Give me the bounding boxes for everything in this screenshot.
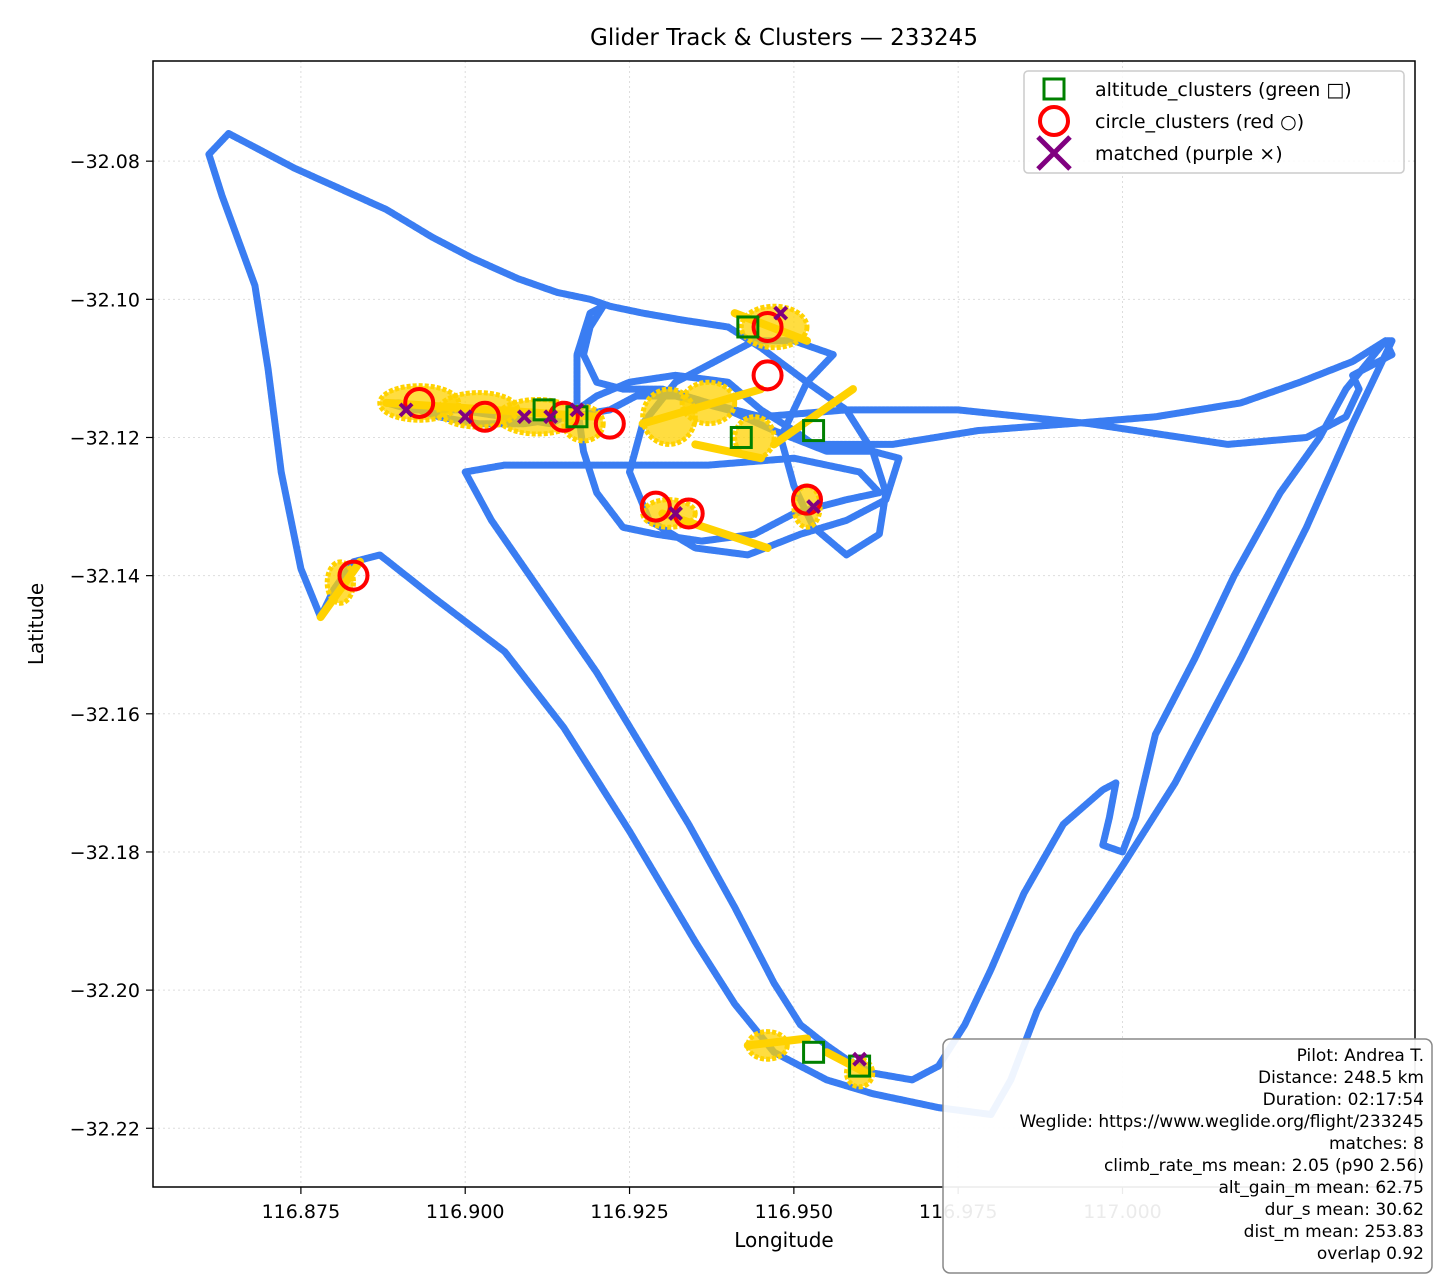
legend-label-matched: matched (purple ×) — [1095, 143, 1283, 165]
matched-marker — [457, 409, 473, 425]
info-box: Pilot: Andrea T. Distance: 248.5 km Dura… — [942, 1038, 1433, 1274]
y-tick-label: −32.08 — [70, 151, 140, 173]
y-tick-label: −32.22 — [70, 1118, 140, 1140]
x-tick-label: 116.950 — [755, 1201, 834, 1223]
legend-label-circle-clusters: circle_clusters (red ○) — [1095, 111, 1304, 133]
altitude-cluster-marker — [532, 398, 556, 422]
matched-marker-stroke — [398, 402, 414, 418]
matched-marker — [516, 409, 532, 425]
matched-marker — [852, 1051, 868, 1067]
x-axis-title: Longitude — [734, 1228, 833, 1252]
info-alt-gain: alt_gain_m mean: 62.75 — [1219, 1178, 1425, 1198]
info-pilot: Pilot: Andrea T. — [1297, 1046, 1424, 1066]
altitude-cluster-marker — [802, 419, 826, 443]
legend-circle-icon — [1038, 105, 1070, 137]
matched-marker-stroke — [773, 305, 789, 321]
matched-marker-stroke — [668, 506, 683, 521]
chart-title: Glider Track & Clusters — 233245 — [590, 25, 978, 51]
matched-marker — [543, 409, 559, 425]
altitude-cluster-marker — [729, 425, 753, 449]
circle-cluster-marker — [751, 359, 784, 392]
matched-marker-stroke — [852, 1051, 868, 1067]
altitude-cluster-marker — [736, 315, 760, 339]
y-tick-label: −32.10 — [70, 289, 140, 311]
plot-frame — [152, 60, 1416, 1188]
info-distance-mean: dist_m mean: 253.83 — [1244, 1222, 1424, 1242]
legend-label-altitude-clusters: altitude_clusters (green □) — [1095, 79, 1352, 101]
y-tick-label: −32.14 — [70, 566, 140, 588]
matched-marker — [773, 305, 789, 321]
y-tick-label: −32.12 — [70, 427, 140, 449]
circle-cluster-marker — [791, 483, 824, 516]
circle-cluster-marker — [639, 490, 672, 523]
info-duration: Duration: 02:17:54 — [1263, 1090, 1424, 1110]
x-tick-label: 116.875 — [262, 1201, 341, 1223]
circle-cluster-marker — [468, 400, 501, 433]
matched-marker-stroke — [543, 409, 559, 425]
matched-marker — [398, 402, 414, 418]
info-climb-rate: climb_rate_ms mean: 2.05 (p90 2.56) — [1104, 1156, 1424, 1176]
climb-cluster-blob — [732, 414, 777, 461]
legend-square-icon — [1042, 77, 1066, 101]
climb-cluster-blob — [745, 1029, 790, 1062]
legend-frame — [1023, 70, 1405, 174]
altitude-cluster-marker — [848, 1054, 872, 1078]
x-tick-label: 116.900 — [426, 1201, 505, 1223]
matched-marker-stroke — [569, 402, 585, 418]
circle-cluster-marker — [337, 559, 370, 592]
y-tick-label: −32.18 — [70, 842, 140, 864]
matched-marker-stroke — [516, 409, 532, 425]
climb-cluster-blob — [679, 379, 738, 427]
y-axis-title: Latitude — [24, 583, 48, 665]
info-weglide: Weglide: https://www.weglide.org/flight/… — [1019, 1112, 1424, 1132]
flight-track-line — [205, 130, 1396, 1118]
matched-marker — [569, 402, 585, 418]
circle-cluster-marker — [751, 310, 784, 343]
legend-x-icon — [1036, 135, 1072, 171]
matched-marker — [668, 506, 683, 521]
plot-area — [153, 61, 1415, 1187]
matched-marker-stroke — [457, 409, 473, 425]
ticks: 116.875116.900116.925116.950116.975117.0… — [70, 151, 1162, 1223]
altitude-cluster-marker — [802, 1040, 826, 1064]
matched-marker — [806, 499, 821, 514]
circle-cluster-marker — [403, 386, 436, 419]
matched-marker-stroke — [806, 499, 821, 514]
info-overlap: overlap 0.92 — [1317, 1244, 1424, 1264]
y-tick-label: −32.20 — [70, 980, 140, 1002]
info-box-frame — [942, 1038, 1433, 1274]
info-duration-mean: dur_s mean: 30.62 — [1265, 1200, 1424, 1220]
data-layer — [205, 130, 1396, 1118]
info-distance: Distance: 248.5 km — [1258, 1068, 1424, 1088]
circle-cluster-marker — [593, 407, 626, 440]
climb-segment — [770, 385, 857, 449]
y-tick-label: −32.16 — [70, 704, 140, 726]
x-tick-label: 116.925 — [590, 1201, 669, 1223]
legend: altitude_clusters (green □) circle_clust… — [1023, 70, 1405, 174]
altitude-cluster-marker — [565, 405, 589, 429]
info-matches: matches: 8 — [1329, 1134, 1424, 1154]
